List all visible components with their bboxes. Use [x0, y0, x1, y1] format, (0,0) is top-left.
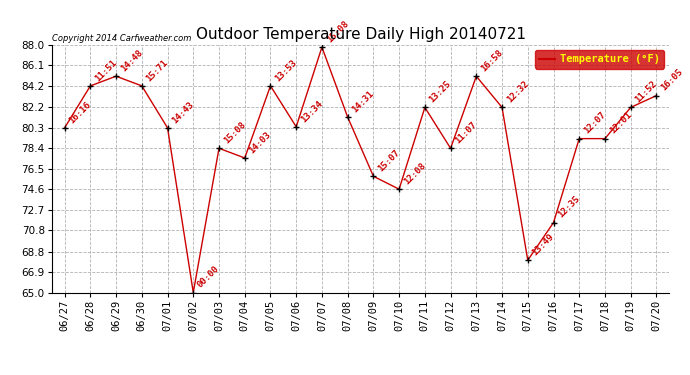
Text: 14:03: 14:03: [248, 130, 273, 155]
Text: 15:08: 15:08: [221, 120, 247, 146]
Text: 15:71: 15:71: [145, 58, 170, 83]
Legend: Temperature (°F): Temperature (°F): [535, 50, 664, 69]
Text: 12:08: 12:08: [402, 161, 427, 186]
Text: 11:07: 11:07: [453, 120, 479, 146]
Text: 14:48: 14:48: [119, 48, 144, 74]
Text: 13:34: 13:34: [299, 99, 324, 124]
Text: 13:53: 13:53: [273, 58, 299, 83]
Text: 12:35: 12:35: [556, 194, 582, 220]
Text: 12:32: 12:32: [505, 79, 530, 105]
Text: 11:51: 11:51: [93, 58, 119, 83]
Text: 16:58: 16:58: [479, 48, 504, 74]
Text: 00:00: 00:00: [196, 264, 221, 290]
Text: 16:05: 16:05: [659, 68, 684, 93]
Text: 14:31: 14:31: [351, 89, 376, 114]
Text: 15:08: 15:08: [325, 19, 350, 44]
Text: 13:49: 13:49: [531, 232, 556, 258]
Text: 12:01: 12:01: [608, 111, 633, 136]
Text: 14:43: 14:43: [170, 100, 196, 125]
Text: Copyright 2014 Carfweather.com: Copyright 2014 Carfweather.com: [52, 33, 192, 42]
Title: Outdoor Temperature Daily High 20140721: Outdoor Temperature Daily High 20140721: [195, 27, 526, 42]
Text: 15:07: 15:07: [376, 148, 402, 174]
Text: 12:07: 12:07: [582, 111, 607, 136]
Text: 13:25: 13:25: [428, 79, 453, 105]
Text: 16:16: 16:16: [68, 100, 92, 125]
Text: 11:52: 11:52: [633, 79, 659, 105]
